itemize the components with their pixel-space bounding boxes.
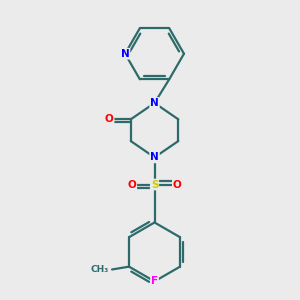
Text: CH₃: CH₃ [91, 265, 109, 274]
Text: O: O [128, 179, 136, 190]
Text: N: N [150, 98, 159, 108]
Text: N: N [150, 152, 159, 162]
Text: O: O [105, 114, 114, 124]
Text: N: N [121, 49, 130, 59]
Text: O: O [173, 179, 182, 190]
Text: S: S [151, 179, 158, 190]
Text: F: F [151, 276, 158, 286]
